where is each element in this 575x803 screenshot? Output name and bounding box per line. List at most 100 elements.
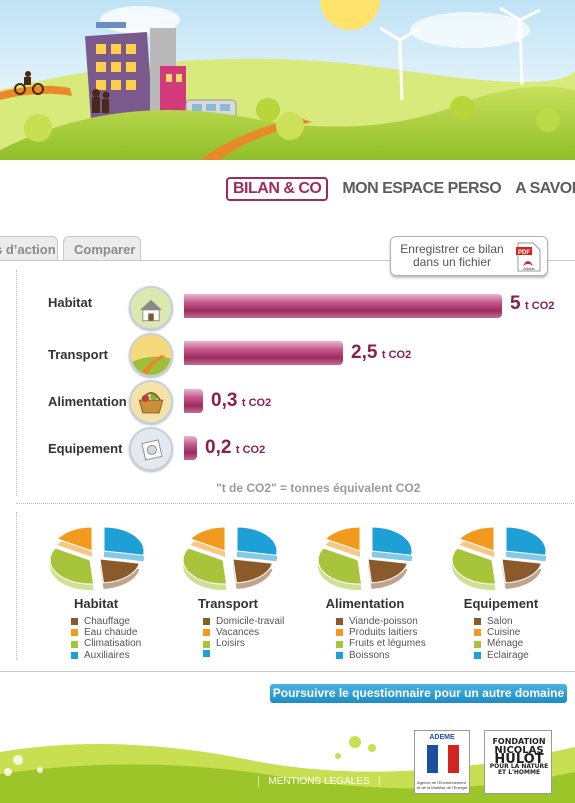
ademe-subtitle: Agence de l'Environnement et de la Maîtr… [417,780,468,790]
main-nav: BILAN & CO MON ESPACE PERSO A SAVOIR [226,176,575,202]
fnh-line: POUR LA NATURE ET L'HOMME [489,763,549,776]
value-unit: t CO2 [235,444,266,456]
legend-item [203,649,284,657]
fnh-logo-text: FONDATION NICOLAS HULOT POUR LA NATURE E… [489,737,549,776]
pie-slice [505,526,547,562]
value-number: 0,3 [211,390,238,411]
value-equipement: 0,2 t CO2 [205,437,265,459]
legend-item: Eau chaude [71,627,141,638]
row-label-transport: Transport [48,347,108,362]
legend-item: Auxiliaires [71,650,141,661]
value-transport: 2,5 t CO2 [351,342,411,364]
legend-item: Cuisine [474,627,529,638]
legend-swatch [203,649,210,657]
pdf-brand-text: Adobe [523,266,535,271]
legend-item: Ménage [474,638,529,649]
legend-swatch [336,651,343,659]
tree-icon [24,96,560,142]
pie-slice [56,526,93,557]
pie-slice [49,547,95,590]
pie-slice [189,526,226,557]
legend-item: Climatisation [71,638,141,649]
legend-label: Fruits et légumes [349,638,426,650]
domain-title-transport: Transport [198,596,258,611]
value-number: 5 [510,293,521,314]
nav-mon-espace-perso[interactable]: MON ESPACE PERSO [342,180,502,197]
legend-item: Domicile-travail [203,616,284,627]
legend-item: Produits laitiers [336,627,426,638]
legend-swatch [474,651,481,659]
legend-label: Eau chaude [84,627,138,639]
row-label-alimentation: Alimentation [48,394,127,409]
pie-slice [182,547,228,590]
row-label-equipement: Equipement [48,441,123,456]
legend-label: Salon [487,616,513,627]
legend-label: Vacances [216,627,260,639]
legend-item: Fruits et légumes [336,638,426,649]
fondation-nicolas-hulot-logo[interactable]: FONDATION NICOLAS HULOT POUR LA NATURE E… [484,730,552,794]
road-icon [129,333,173,377]
pie-slice [458,526,495,557]
legend-label: Loisirs [216,638,245,650]
legend-item: Chauffage [71,616,141,627]
basket-icon [129,380,173,424]
value-unit: t CO2 [241,397,272,409]
legend-swatch [474,618,481,626]
tab-plans-d-action[interactable]: s d’action [0,236,58,261]
wind-turbine-icon [379,6,541,101]
pie-slice [317,547,363,590]
legend-transport: Domicile-travail Vacances Loisirs [203,616,284,657]
sun-icon [320,0,380,30]
pie-slice [99,558,141,589]
legend-item: Viande-poisson [336,616,426,627]
continue-questionnaire-button[interactable]: Poursuivre le questionnaire pour un autr… [270,684,567,703]
legend-label: Climatisation [84,638,142,650]
appliance-icon [129,427,173,471]
fnh-line: NICOLAS [494,745,544,756]
pie-chart-icon [178,513,280,591]
pie-slice [451,547,497,590]
pdf-badge-text: PDF [518,250,530,256]
legend-label: Cuisine [487,627,521,639]
value-unit: t CO2 [381,349,412,361]
row-label-habitat: Habitat [48,295,93,310]
legend-item: Loisirs [203,638,284,649]
pie-slice [367,558,409,589]
pie-chart-icon [447,513,549,591]
tab-comparer[interactable]: Comparer [63,236,141,261]
pie-chart-icon [313,513,415,591]
legend-item: Boissons [336,650,426,661]
bilan-panel [0,260,575,672]
ademe-logo[interactable]: ADEME Agence de l'Environnement et de la… [414,730,470,794]
legend-swatch [203,640,210,648]
legend-swatch [336,618,343,626]
legend-alimentation: Viande-poisson Produits laitiers Fruits … [336,616,426,661]
value-unit: t CO2 [525,300,555,312]
nav-bilan-co[interactable]: BILAN & CO [226,177,329,201]
legend-label: Ménage [487,638,524,650]
legend-label: Eclairage [487,649,529,661]
value-alimentation: 0,3 t CO2 [211,390,271,412]
bar-habitat [184,294,502,318]
legend-label: Produits laitiers [349,627,418,639]
pie-slice [236,526,278,562]
domain-title-equipement: Equipement [463,596,539,611]
legend-swatch [474,629,481,637]
people-icon [14,71,110,113]
pie-slice [371,526,413,562]
legend-label: Auxiliaires [84,649,130,661]
legend-equipement: Salon Cuisine Ménage Eclairage [474,616,529,661]
legend-label: Viande-poisson [349,616,418,627]
save-bilan-button[interactable]: Enregistrer ce bilan dans un fichier PDF… [390,236,548,276]
value-number: 0,2 [205,437,232,458]
legend-swatch [71,651,78,659]
pie-slice [232,558,274,589]
domain-title-alimentation: Alimentation [325,596,405,611]
legend-swatch [203,618,210,626]
french-flag-icon [427,745,459,773]
ademe-logo-text: ADEME [429,734,455,741]
nav-a-savoir[interactable]: A SAVOIR [515,180,575,197]
fnh-line: FONDATION [492,737,546,746]
legend-swatch [336,629,343,637]
mentions-legales-link[interactable]: MENTIONS LEGALES [258,776,380,787]
